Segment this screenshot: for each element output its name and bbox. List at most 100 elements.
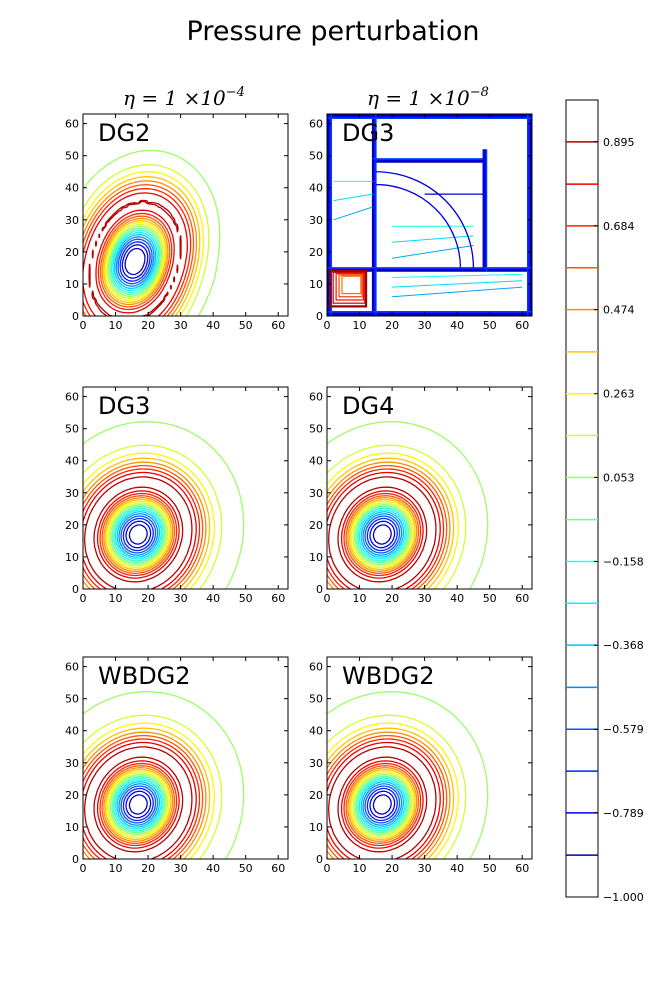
y-tick-label: 40 bbox=[309, 455, 323, 468]
contour-line bbox=[327, 464, 448, 589]
colorbar-tick-label: −0.789 bbox=[603, 807, 644, 820]
colorbar-tick-label: −0.368 bbox=[603, 639, 644, 652]
column-title-right: η = 1 ×10−8 bbox=[367, 85, 489, 110]
x-tick-label: 40 bbox=[450, 592, 464, 605]
x-tick-label: 60 bbox=[515, 592, 529, 605]
panel-3: DG3 0 10 20 30 40 50 60 0 10 20 30 40 50 60 bbox=[65, 386, 289, 605]
contour-line bbox=[84, 476, 193, 589]
contour-line bbox=[83, 149, 221, 316]
y-tick-label: 50 bbox=[65, 693, 79, 706]
contour-line bbox=[327, 468, 445, 589]
contour-line bbox=[120, 785, 157, 824]
contour-lines bbox=[327, 114, 532, 316]
contour-line bbox=[332, 271, 366, 304]
contour-line bbox=[111, 775, 166, 834]
contour-line bbox=[83, 734, 204, 859]
contour-line bbox=[121, 244, 149, 279]
x-tick-label: 60 bbox=[271, 862, 285, 875]
column-title-left-exponent: −4 bbox=[226, 85, 245, 100]
x-tick-label: 60 bbox=[271, 592, 285, 605]
y-tick-label: 10 bbox=[309, 551, 323, 564]
contour-line bbox=[328, 746, 437, 859]
contour-line bbox=[369, 790, 396, 819]
contour-line bbox=[109, 227, 161, 296]
contour-line bbox=[120, 515, 157, 554]
contour-line bbox=[128, 524, 148, 545]
contour-line bbox=[341, 275, 362, 295]
contour-line bbox=[355, 505, 410, 564]
contour-line bbox=[369, 520, 396, 549]
x-tick-label: 60 bbox=[515, 862, 529, 875]
x-tick-label: 40 bbox=[450, 319, 464, 332]
panel-5: WBDG2 0 10 20 30 40 50 60 0 10 20 30 40 50 60 bbox=[65, 656, 289, 875]
contour-line bbox=[83, 727, 211, 859]
x-tick-label: 20 bbox=[385, 592, 399, 605]
contour-line bbox=[375, 171, 475, 268]
plot-frame bbox=[326, 656, 533, 860]
y-tick-label: 60 bbox=[65, 118, 79, 131]
contour-line bbox=[366, 517, 398, 552]
y-tick-label: 0 bbox=[316, 310, 323, 323]
contour-line bbox=[111, 505, 166, 564]
x-tick-label: 20 bbox=[385, 862, 399, 875]
y-tick-label: 10 bbox=[65, 551, 79, 564]
column-title-left: η = 1 ×10−4 bbox=[123, 85, 245, 110]
x-tick-label: 40 bbox=[206, 592, 220, 605]
contour-line bbox=[328, 476, 437, 589]
figure-title: Pressure perturbation bbox=[187, 16, 480, 47]
y-tick-label: 30 bbox=[65, 214, 79, 227]
contour-line bbox=[116, 511, 161, 558]
contour-line bbox=[366, 787, 398, 822]
contour-line bbox=[364, 515, 401, 554]
y-tick-label: 60 bbox=[309, 391, 323, 404]
x-tick-label: 0 bbox=[324, 592, 331, 605]
contour-line bbox=[118, 783, 159, 826]
x-tick-label: 50 bbox=[239, 319, 253, 332]
contour-line bbox=[392, 286, 523, 298]
x-tick-label: 10 bbox=[109, 862, 123, 875]
contour-line bbox=[117, 238, 153, 285]
y-tick-label: 60 bbox=[65, 661, 79, 674]
x-tick-label: 30 bbox=[418, 862, 432, 875]
x-tick-label: 60 bbox=[515, 319, 529, 332]
x-tick-label: 50 bbox=[483, 862, 497, 875]
y-tick-label: 0 bbox=[316, 853, 323, 866]
x-tick-label: 30 bbox=[418, 319, 432, 332]
panel-label: DG4 bbox=[342, 392, 394, 420]
y-tick-label: 20 bbox=[309, 789, 323, 802]
plot-frame bbox=[326, 386, 533, 590]
panel-4: DG4 0 10 20 30 40 50 60 0 10 20 30 40 50 60 bbox=[309, 386, 533, 605]
x-tick-label: 30 bbox=[174, 319, 188, 332]
column-title-left-base: η = 1 ×10 bbox=[123, 86, 226, 110]
column-title-right-exponent: −8 bbox=[470, 85, 489, 100]
contour-lines bbox=[83, 691, 245, 859]
column-title-right-base: η = 1 ×10 bbox=[367, 86, 470, 110]
contour-line bbox=[122, 787, 154, 822]
y-tick-label: 20 bbox=[309, 246, 323, 259]
y-tick-label: 10 bbox=[65, 821, 79, 834]
contour-line bbox=[83, 461, 207, 589]
contour-line bbox=[84, 746, 193, 859]
contour-lines bbox=[83, 421, 245, 589]
contour-line bbox=[83, 187, 192, 316]
y-tick-label: 40 bbox=[65, 725, 79, 738]
contour-line bbox=[83, 731, 207, 859]
y-tick-label: 30 bbox=[309, 757, 323, 770]
panel-2: DG3 0 10 20 30 40 50 60 0 10 20 30 40 50 60 bbox=[309, 113, 533, 332]
contour-line bbox=[327, 461, 451, 589]
x-tick-label: 50 bbox=[239, 862, 253, 875]
contour-line bbox=[360, 511, 405, 558]
contour-line bbox=[118, 513, 159, 556]
plot-frame bbox=[82, 386, 289, 590]
contour-line bbox=[358, 779, 406, 830]
x-tick-label: 50 bbox=[239, 592, 253, 605]
contour-line bbox=[362, 783, 403, 826]
y-tick-label: 50 bbox=[65, 423, 79, 436]
contour-lines bbox=[327, 691, 489, 859]
contour-line bbox=[116, 781, 161, 828]
contour-line bbox=[327, 734, 448, 859]
y-tick-label: 30 bbox=[65, 487, 79, 500]
contour-line bbox=[119, 241, 151, 282]
contour-line bbox=[122, 517, 154, 552]
